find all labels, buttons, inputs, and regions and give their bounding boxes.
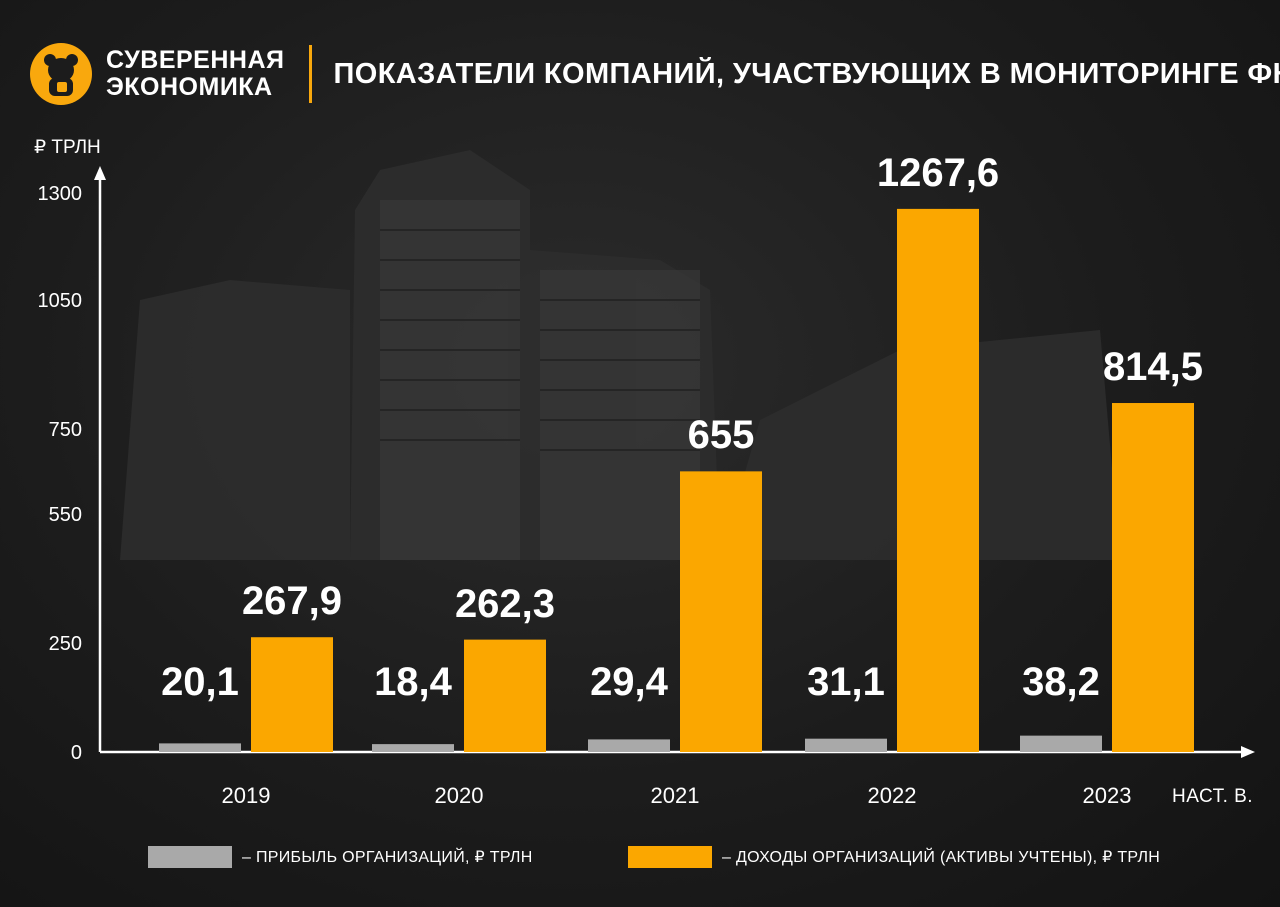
bar-income (897, 208, 979, 753)
y-tick-label: 250 (48, 632, 82, 655)
legend-profit-label: – ПРИБЫЛЬ ОРГАНИЗАЦИЙ, ₽ ТРЛН (242, 849, 533, 866)
bar-income (464, 639, 546, 752)
x-tick-label: 2020 (434, 783, 484, 808)
value-label-income: 1267,6 (876, 150, 1000, 195)
y-axis-unit: ₽ ТРЛН (34, 137, 101, 158)
x-axis-arrow-icon (1241, 746, 1255, 758)
bar-income (680, 471, 762, 752)
bar-income (1112, 403, 1194, 752)
legend-profit: – ПРИБЫЛЬ ОРГАНИЗАЦИЙ, ₽ ТРЛН (148, 846, 533, 868)
brand-line-2: ЭКОНОМИКА (106, 73, 273, 101)
value-label-profit: 31,1 (807, 660, 885, 704)
value-label-income: 267,9 (241, 579, 343, 624)
y-axis-arrow-icon (94, 166, 106, 180)
legend-profit-swatch (148, 846, 232, 868)
brand-name: СУВЕРЕННАЯ ЭКОНОМИКА (106, 47, 285, 101)
y-tick-label: 1300 (37, 183, 83, 205)
value-label-income: 814,5 (1102, 345, 1204, 390)
value-label-profit: 38,2 (1022, 660, 1100, 704)
y-tick-label: 1050 (37, 290, 83, 313)
x-tick-label: 2022 (867, 783, 917, 808)
x-axis-unit: НАСТ. В. (1172, 786, 1254, 807)
x-tick-label: 2023 (1082, 783, 1132, 808)
y-tick-label: 0 (70, 742, 82, 764)
value-label-income: 262,3 (454, 581, 556, 626)
bar-profit (159, 743, 241, 752)
bar-income (251, 637, 333, 752)
bar-profit (805, 738, 887, 752)
bar-profit (588, 739, 670, 752)
y-tick-label: 550 (48, 504, 82, 527)
value-label-profit: 18,4 (374, 660, 452, 704)
header: СУВЕРЕННАЯ ЭКОНОМИКА ПОКАЗАТЕЛИ КОМПАНИЙ… (30, 42, 1280, 106)
x-tick-label: 2019 (221, 783, 271, 808)
value-label-income: 655 (687, 413, 755, 458)
bar-profit (372, 744, 454, 752)
legend-income-label: – ДОХОДЫ ОРГАНИЗАЦИЙ (АКТИВЫ УЧТЕНЫ), ₽ … (722, 849, 1161, 866)
bar-profit (1020, 735, 1102, 752)
header-divider (308, 45, 312, 103)
y-tick-label: 750 (48, 418, 82, 441)
bear-logo-icon (30, 43, 92, 105)
brand-line-1: СУВЕРЕННАЯ (106, 46, 285, 74)
legend-income-swatch (628, 846, 712, 868)
value-label-profit: 29,4 (590, 660, 668, 704)
x-tick-label: 2021 (650, 783, 700, 808)
value-label-profit: 20,1 (161, 660, 239, 704)
legend-income: – ДОХОДЫ ОРГАНИЗАЦИЙ (АКТИВЫ УЧТЕНЫ), ₽ … (628, 846, 1160, 868)
page-title: ПОКАЗАТЕЛИ КОМПАНИЙ, УЧАСТВУЮЩИХ В МОНИТ… (333, 57, 1280, 90)
